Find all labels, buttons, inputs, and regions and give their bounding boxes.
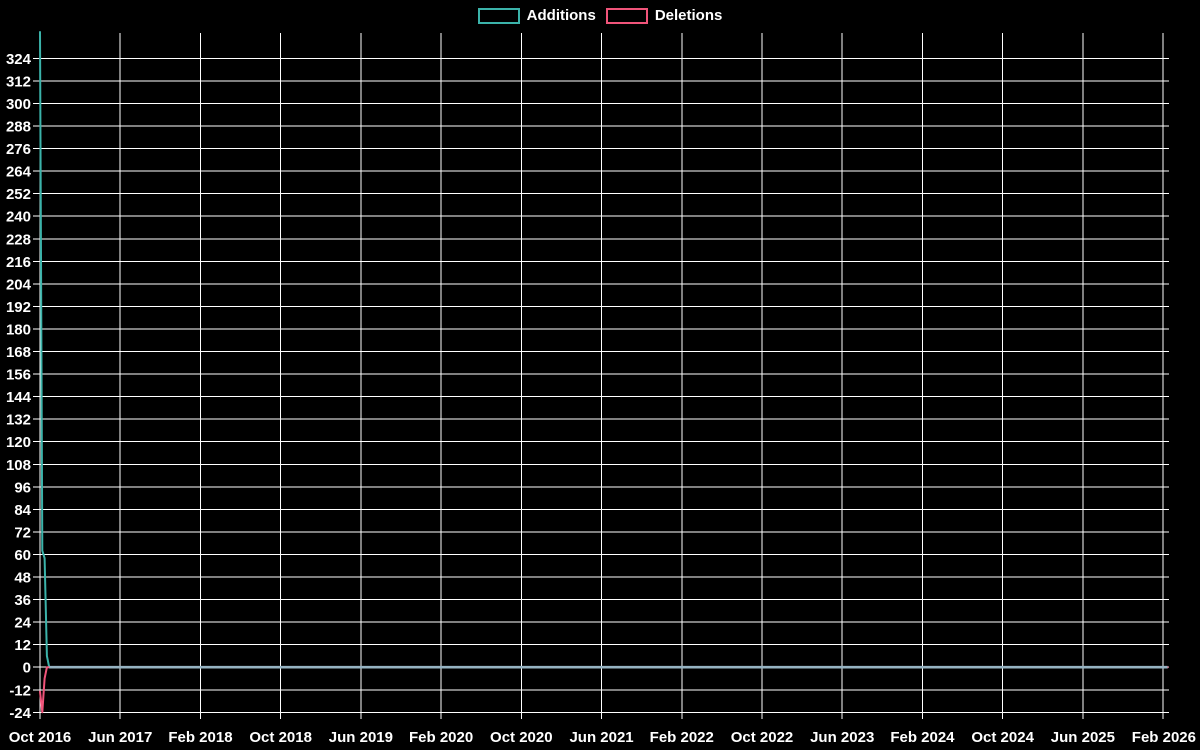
y-axis-tick-label: -24 [9,705,31,722]
y-axis-tick-label: 168 [6,344,31,361]
legend-label-additions: Additions [526,7,596,24]
y-axis-tick-label: 276 [6,141,31,158]
series-line-additions [39,31,1169,669]
y-axis-tick-label: 84 [14,502,31,519]
y-axis-tick-label: 144 [6,389,32,406]
x-axis-tick-label: Oct 2016 [9,729,72,746]
x-axis-tick-label: Feb 2026 [1132,729,1196,746]
legend-item-additions[interactable]: Additions [477,7,596,25]
y-axis-tick-label: 252 [6,186,31,203]
y-axis-tick-label: 0 [23,660,31,677]
legend-label-deletions: Deletions [654,7,723,24]
x-axis-tick-label: Jun 2017 [88,729,152,746]
x-axis-tick-label: Oct 2018 [249,729,312,746]
y-axis-tick-label: 24 [14,615,31,632]
x-axis-tick-label: Oct 2024 [971,729,1034,746]
y-axis-tick-label: 264 [6,164,32,181]
x-axis-tick-label: Feb 2018 [168,729,232,746]
y-axis-tick-label: 240 [6,209,31,226]
y-axis-tick-label: 156 [6,367,31,384]
y-axis-tick-label: 48 [14,570,31,587]
y-axis-tick-label: 228 [6,231,31,248]
y-axis-tick-label: 288 [6,119,31,136]
y-axis-tick-label: 216 [6,254,31,271]
y-axis-tick-label: 192 [6,299,31,316]
y-axis-tick-label: 12 [14,637,31,654]
x-axis-tick-label: Jun 2019 [329,729,393,746]
x-axis-tick-label: Oct 2020 [490,729,553,746]
y-axis-tick-label: 36 [14,592,31,609]
legend-item-deletions[interactable]: Deletions [605,7,723,25]
x-axis-tick-label: Feb 2022 [650,729,714,746]
y-axis-tick-label: 312 [6,73,31,90]
x-axis-tick-label: Feb 2020 [409,729,473,746]
y-axis-tick-label: 60 [14,547,31,564]
deletions-swatch-icon [605,8,648,24]
y-axis-tick-label: 132 [6,412,31,429]
x-axis-tick-label: Feb 2024 [890,729,955,746]
y-axis-tick-label: 72 [14,524,31,541]
y-axis-tick-label: 96 [14,479,31,496]
y-axis-tick-label: 300 [6,96,31,113]
y-axis-tick-label: 204 [6,276,32,293]
y-axis-tick-label: 120 [6,434,31,451]
x-axis-tick-label: Jun 2025 [1051,729,1115,746]
x-axis-tick-label: Oct 2022 [731,729,794,746]
chart-legend: Additions Deletions [0,7,1200,25]
x-axis-tick-label: Jun 2023 [810,729,874,746]
y-axis-tick-label: 324 [6,51,32,68]
additions-swatch-icon [477,8,520,24]
y-axis-tick-label: 108 [6,457,31,474]
y-axis-tick-label: 180 [6,321,31,338]
y-axis-tick-label: -12 [9,682,31,699]
x-axis-tick-label: Jun 2021 [569,729,633,746]
